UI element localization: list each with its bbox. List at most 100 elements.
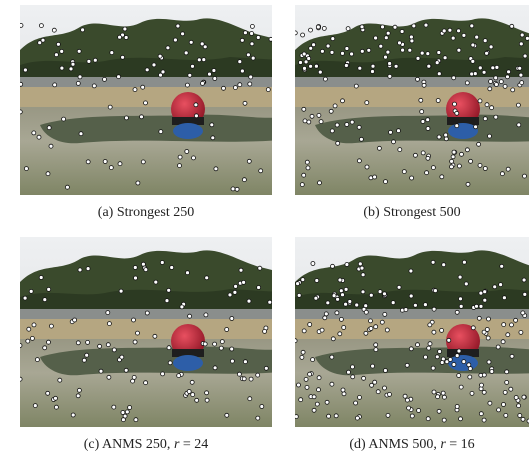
keypoint	[76, 341, 80, 345]
keypoint	[518, 66, 522, 70]
keypoint	[178, 164, 182, 168]
keypoint	[480, 383, 484, 387]
keypoint	[523, 54, 527, 58]
keypoint	[452, 150, 456, 154]
keypoint	[106, 311, 110, 315]
keypoint	[409, 294, 413, 298]
keypoint	[517, 404, 521, 408]
keypoint	[416, 343, 420, 347]
keypoint	[376, 390, 380, 394]
keypoint	[464, 282, 468, 286]
keypoint	[404, 308, 408, 312]
keypoint	[405, 363, 409, 367]
keypoint	[141, 85, 145, 89]
photo	[18, 5, 280, 195]
keypoint	[23, 296, 27, 300]
keypoint	[243, 360, 247, 364]
keypoint	[18, 110, 22, 114]
keypoint	[425, 171, 429, 175]
keypoint	[195, 398, 199, 402]
keypoint	[145, 311, 149, 315]
keypoint	[108, 105, 112, 109]
keypoint	[166, 46, 170, 50]
keypoint	[49, 324, 53, 328]
keypoint	[238, 60, 242, 64]
keypoint	[426, 156, 430, 160]
keypoint	[441, 391, 445, 395]
keypoint	[466, 182, 470, 186]
keypoint	[338, 278, 342, 282]
keypoint	[388, 62, 392, 66]
keypoint	[299, 61, 303, 65]
keypoint	[47, 287, 51, 291]
keypoint	[173, 38, 177, 42]
keypoint	[43, 346, 47, 350]
keypoint	[495, 65, 499, 69]
keypoint	[331, 264, 335, 268]
keypoint	[212, 69, 216, 73]
keypoint	[82, 358, 86, 362]
caption-part: (a) Strongest 250	[98, 205, 194, 220]
keypoint	[256, 36, 260, 40]
keypoint	[490, 106, 494, 110]
keypoint	[257, 286, 261, 290]
keypoint	[306, 166, 310, 170]
keypoint	[331, 337, 335, 341]
keypoint	[502, 296, 506, 300]
keypoint	[477, 142, 481, 146]
keypoint	[354, 401, 358, 405]
keypoint	[266, 88, 270, 92]
keypoint	[386, 50, 390, 54]
keypoint	[256, 373, 260, 377]
keypoint	[324, 312, 328, 316]
keypoint	[413, 153, 417, 157]
keypoint	[451, 36, 455, 40]
keypoint	[54, 53, 58, 57]
keypoint	[250, 32, 254, 36]
keypoint	[442, 418, 446, 422]
keypoint	[152, 63, 156, 67]
keypoint	[374, 343, 378, 347]
keypoint	[133, 340, 137, 344]
keypoint	[242, 377, 246, 381]
keypoint	[478, 66, 482, 70]
keypoint	[350, 120, 354, 124]
keypoint	[407, 406, 411, 410]
keypoint	[506, 167, 510, 171]
keypoint	[505, 380, 509, 384]
keypoint	[305, 160, 309, 164]
keypoint	[409, 269, 413, 273]
keypoint	[225, 413, 229, 417]
keypoint	[478, 99, 482, 103]
keypoint	[503, 84, 507, 88]
keypoint	[239, 268, 243, 272]
keypoint	[29, 289, 33, 293]
keypoint	[230, 317, 234, 321]
keypoint	[220, 340, 224, 344]
keypoint	[373, 380, 377, 384]
keypoint	[203, 342, 207, 346]
keypoint	[112, 348, 116, 352]
keypoint	[457, 29, 461, 33]
keypoint	[144, 268, 148, 272]
keypoint	[323, 77, 327, 81]
keypoint	[46, 391, 50, 395]
keypoint	[323, 316, 327, 320]
keypoint	[347, 370, 351, 374]
keypoint	[465, 81, 469, 85]
keypoint	[249, 377, 253, 381]
keypoint	[471, 326, 475, 330]
keypoint	[19, 23, 23, 27]
keypoint	[437, 51, 441, 55]
keypoint	[367, 48, 371, 52]
keypoint	[494, 83, 498, 87]
keypoint	[416, 77, 420, 81]
keypoint	[391, 301, 395, 305]
keypoint	[496, 345, 500, 349]
keypoint	[132, 318, 136, 322]
keypoint	[494, 76, 498, 80]
keypoint	[491, 66, 495, 70]
keypoint	[451, 155, 455, 159]
keypoint	[188, 73, 192, 77]
keypoint	[264, 366, 268, 370]
